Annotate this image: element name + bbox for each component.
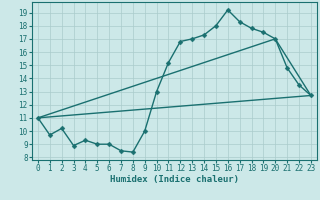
X-axis label: Humidex (Indice chaleur): Humidex (Indice chaleur) (110, 175, 239, 184)
